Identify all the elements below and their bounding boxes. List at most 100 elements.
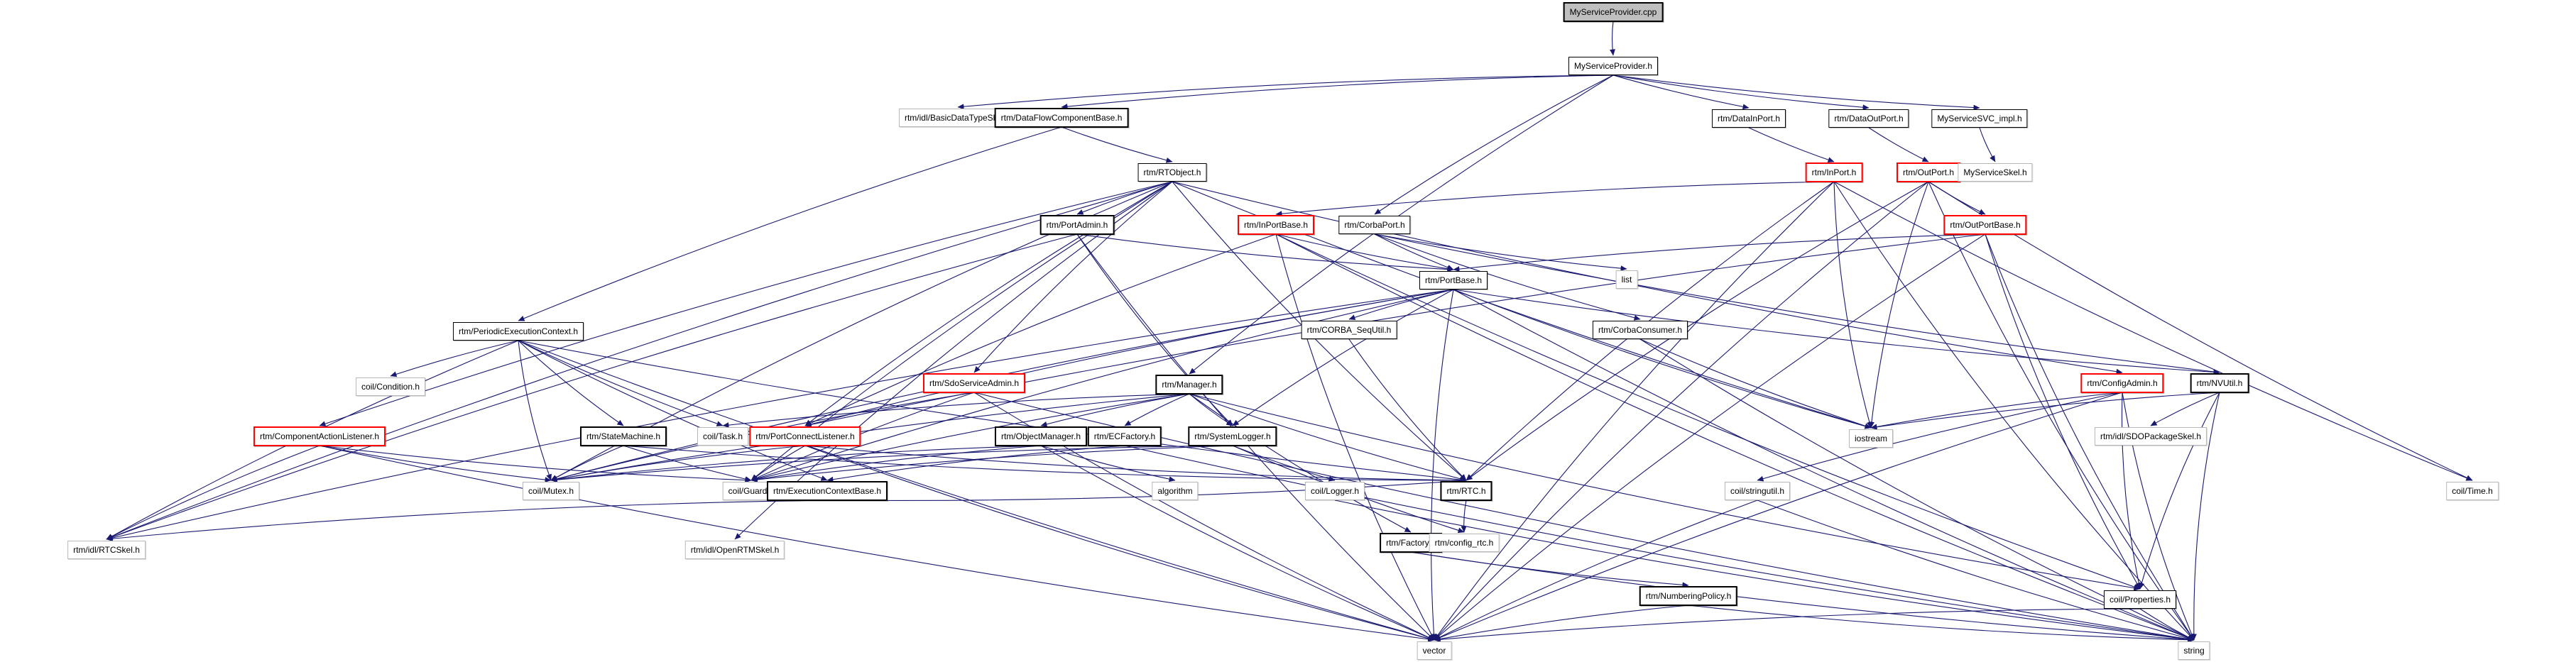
graph-node-rtm-datainport-h[interactable]: rtm/DataInPort.h — [1711, 109, 1786, 128]
graph-node-rtm-systemlogger-h[interactable]: rtm/SystemLogger.h — [1188, 426, 1277, 446]
graph-node-rtm-periodicexecutioncontext-h[interactable]: rtm/PeriodicExecutionContext.h — [452, 322, 584, 341]
include-edge — [2150, 392, 2220, 426]
include-edge — [1172, 181, 2123, 375]
include-edge — [957, 75, 1614, 110]
graph-node-rtm-statemachine-h[interactable]: rtm/StateMachine.h — [579, 426, 667, 446]
include-edge — [550, 445, 806, 482]
include-edge — [1434, 605, 1689, 642]
include-edge — [1868, 127, 1929, 162]
include-edge — [518, 340, 1467, 483]
graph-node-rtm-outport-h[interactable]: rtm/OutPort.h — [1896, 162, 1961, 182]
include-edge — [1434, 500, 1758, 641]
graph-node-string: string — [2178, 641, 2210, 660]
include-edge — [826, 445, 1125, 482]
include-edge — [1374, 233, 1641, 321]
include-edge — [1870, 392, 2123, 430]
graph-node-rtm-rtobject-h[interactable]: rtm/RTObject.h — [1137, 163, 1207, 182]
include-edge — [106, 445, 320, 540]
graph-node-coil-properties-h[interactable]: coil/Properties.h — [2103, 590, 2177, 609]
include-edge — [1374, 233, 1454, 270]
include-edge — [1610, 21, 1615, 56]
include-edge — [1833, 181, 1872, 429]
include-edge — [1928, 181, 1986, 215]
include-edge — [623, 445, 752, 482]
include-edge — [826, 478, 1467, 501]
include-edge — [1928, 181, 2195, 641]
include-edge — [550, 393, 1190, 482]
include-edge — [1748, 127, 1835, 163]
include-edge — [1124, 393, 1190, 426]
include-edge — [973, 181, 1173, 373]
include-edge — [1688, 605, 2195, 643]
include-edge — [518, 126, 1062, 321]
graph-node-rtm-dataoutport-h[interactable]: rtm/DataOutPort.h — [1828, 109, 1909, 128]
graph-node-rtm-portbase-h[interactable]: rtm/PortBase.h — [1419, 271, 1488, 289]
include-edge — [550, 445, 1042, 483]
include-edge — [1189, 393, 1412, 533]
include-edge — [1434, 392, 2123, 641]
include-edge — [550, 445, 1233, 483]
include-edge — [804, 233, 1277, 426]
graph-node-rtm-sdoserviceadmin-h[interactable]: rtm/SdoServiceAdmin.h — [922, 373, 1026, 393]
graph-node-rtm-numberingpolicy-h[interactable]: rtm/NumberingPolicy.h — [1639, 586, 1738, 606]
include-edge — [1232, 445, 1336, 482]
include-edge — [518, 340, 828, 481]
graph-node-myserviceprovider-cpp: MyServiceProvider.cpp — [1563, 2, 1664, 22]
graph-node-myservicesvc-impl-h[interactable]: MyServiceSVC_impl.h — [1931, 109, 2028, 128]
include-edge — [1410, 551, 1689, 588]
include-edge — [1374, 75, 1614, 215]
graph-node-rtm-corbaport-h[interactable]: rtm/CorbaPort.h — [1338, 216, 1411, 234]
include-edge — [1870, 392, 2220, 430]
include-edge — [1061, 75, 1614, 110]
include-edge — [1453, 233, 1986, 272]
include-edge — [1833, 181, 2195, 641]
include-edge — [1275, 233, 2141, 590]
graph-node-rtm-componentactionlistener-h[interactable]: rtm/ComponentActionListener.h — [253, 426, 386, 446]
include-edge — [2139, 392, 2220, 590]
graph-node-rtm-ecfactory-h[interactable]: rtm/ECFactory.h — [1087, 426, 1162, 446]
include-edge — [1040, 445, 1176, 482]
include-edge — [1434, 233, 1986, 641]
include-edge — [1275, 233, 2195, 641]
include-edge — [1410, 551, 2195, 643]
graph-node-rtm-corba-sequtil-h[interactable]: rtm/CORBA_SeqUtil.h — [1301, 321, 1397, 339]
include-edge — [1076, 233, 1454, 272]
include-edge — [1466, 181, 1929, 481]
graph-node-rtm-configadmin-h[interactable]: rtm/ConfigAdmin.h — [2080, 373, 2164, 393]
include-edge — [1979, 127, 1996, 162]
include-edge — [1461, 500, 1467, 533]
include-edge — [1833, 181, 2473, 481]
graph-node-rtm-idl-rtcskel-h: rtm/idl/RTCSkel.h — [67, 541, 146, 559]
include-edge — [2122, 392, 2195, 641]
graph-node-rtm-inport-h[interactable]: rtm/InPort.h — [1805, 162, 1863, 182]
include-edge — [1189, 393, 1467, 482]
include-edge — [1275, 233, 1435, 641]
graph-node-rtm-portadmin-h[interactable]: rtm/PortAdmin.h — [1039, 215, 1115, 235]
include-edge — [1434, 608, 2141, 643]
graph-node-myserviceprovider-h[interactable]: MyServiceProvider.h — [1568, 57, 1659, 75]
include-edge — [1275, 181, 1835, 217]
graph-node-rtm-manager-h[interactable]: rtm/Manager.h — [1155, 375, 1223, 395]
graph-node-rtm-dataflowcomponentbase-h[interactable]: rtm/DataFlowComponentBase.h — [994, 108, 1129, 128]
include-edge — [390, 340, 519, 377]
graph-node-rtm-inportbase-h[interactable]: rtm/InPortBase.h — [1237, 215, 1315, 235]
graph-node-rtm-nvutil-h[interactable]: rtm/NVUtil.h — [2190, 373, 2249, 393]
graph-node-rtm-outportbase-h[interactable]: rtm/OutPortBase.h — [1943, 215, 2027, 235]
graph-node-rtm-portconnectlistener-h[interactable]: rtm/PortConnectListener.h — [749, 426, 861, 446]
graph-node-coil-mutex-h: coil/Mutex.h — [522, 482, 580, 500]
include-edge — [1275, 233, 1454, 272]
include-edge — [1040, 445, 1435, 641]
graph-node-rtm-corbaconsumer-h[interactable]: rtm/CorbaConsumer.h — [1592, 321, 1688, 339]
include-edge — [2121, 392, 2142, 590]
graph-node-rtm-executioncontextbase-h[interactable]: rtm/ExecutionContextBase.h — [766, 481, 888, 501]
include-edge — [518, 340, 552, 481]
include-edge — [1431, 289, 1454, 641]
include-edge — [319, 181, 1173, 427]
include-edge — [751, 445, 1042, 482]
graph-node-rtm-objectmanager-h[interactable]: rtm/ObjectManager.h — [994, 426, 1088, 446]
include-edge — [106, 233, 1078, 540]
graph-node-rtm-rtc-h[interactable]: rtm/RTC.h — [1440, 481, 1492, 501]
graph-node-rtm-idl-sdopackageskel-h: rtm/idl/SDOPackageSkel.h — [2094, 427, 2207, 446]
include-edge — [106, 500, 828, 542]
